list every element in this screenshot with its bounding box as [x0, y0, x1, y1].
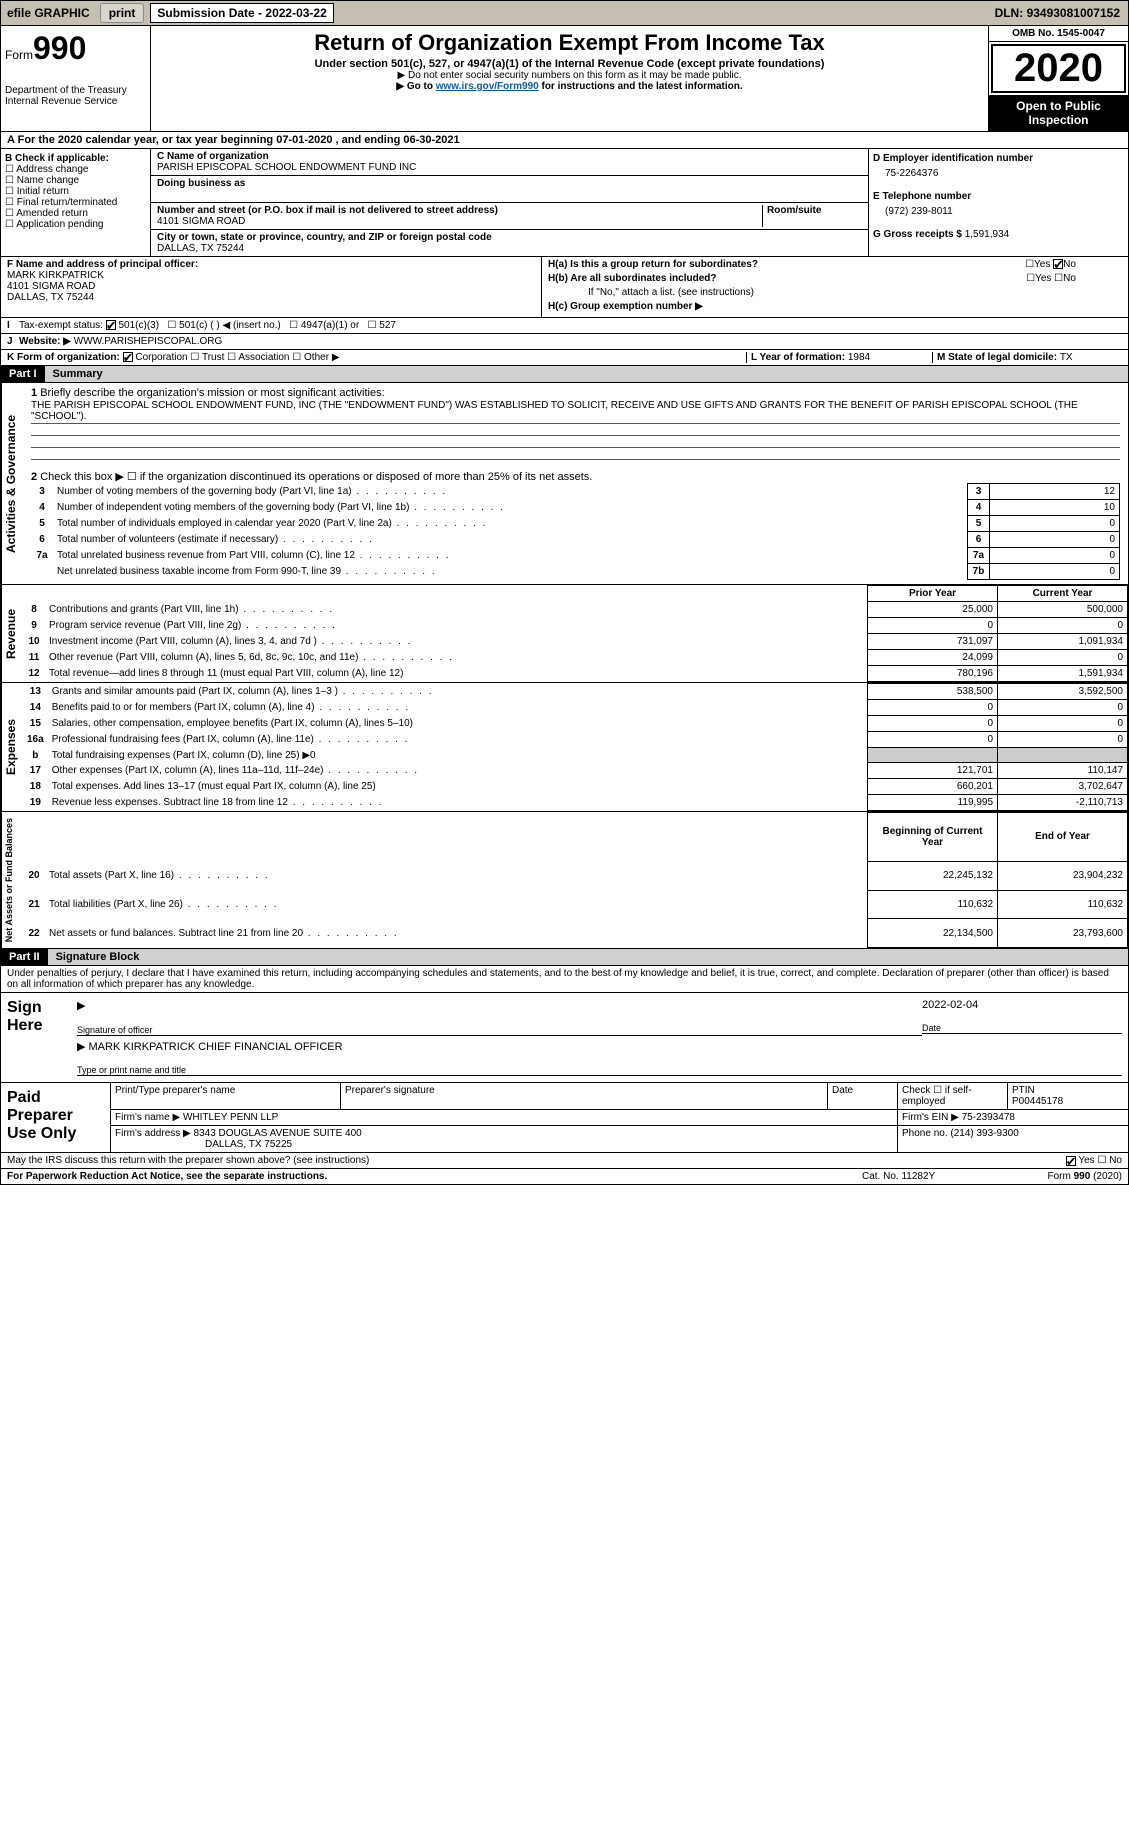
officer-printed: MARK KIRKPATRICK CHIEF FINANCIAL OFFICER — [89, 1041, 343, 1053]
section-fh: F Name and address of principal officer:… — [0, 257, 1129, 318]
section-b: B Check if applicable: ☐ Address change … — [1, 149, 151, 256]
line-18: 18Total expenses. Add lines 13–17 (must … — [23, 779, 1128, 795]
501c3-checkbox[interactable] — [106, 320, 116, 330]
check-final-return[interactable]: ☐ Final return/terminated — [5, 197, 146, 208]
form-header: Form990 Department of the Treasury Inter… — [0, 26, 1129, 132]
department-label: Department of the Treasury Internal Reve… — [5, 67, 146, 107]
telephone: (972) 239-8011 — [873, 202, 1124, 229]
line-15: 15Salaries, other compensation, employee… — [23, 716, 1128, 732]
ptin: P00445178 — [1012, 1096, 1063, 1107]
org-city: DALLAS, TX 75244 — [157, 243, 244, 254]
discuss-yes-checkbox[interactable] — [1066, 1156, 1076, 1166]
check-name-change[interactable]: ☐ Name change — [5, 175, 146, 186]
dln: DLN: 93493081007152 — [987, 2, 1128, 24]
org-name: PARISH EPISCOPAL SCHOOL ENDOWMENT FUND I… — [157, 162, 416, 173]
ssn-warning: ▶ Do not enter social security numbers o… — [159, 70, 980, 81]
line-20: 20Total assets (Part X, line 16)22,245,1… — [23, 861, 1128, 890]
side-expenses: Expenses — [1, 683, 23, 811]
line-4: 4Number of independent voting members of… — [31, 500, 1120, 516]
line-7b: Net unrelated business taxable income fr… — [31, 564, 1120, 580]
section-j: J Website: ▶ WWW.PARISHEPISCOPAL.ORG — [0, 334, 1129, 350]
line-19: 19Revenue less expenses. Subtract line 1… — [23, 795, 1128, 811]
website: WWW.PARISHEPISCOPAL.ORG — [74, 336, 223, 347]
line-11: 11Other revenue (Part VIII, column (A), … — [23, 650, 1128, 666]
line-9: 9Program service revenue (Part VIII, lin… — [23, 618, 1128, 634]
tax-year: 2020 — [991, 44, 1126, 93]
check-address-change[interactable]: ☐ Address change — [5, 164, 146, 175]
line-12: 12Total revenue—add lines 8 through 11 (… — [23, 666, 1128, 682]
top-toolbar: efile GRAPHIC print Submission Date - 20… — [0, 0, 1129, 26]
line-17: 17Other expenses (Part IX, column (A), l… — [23, 763, 1128, 779]
side-net-assets: Net Assets or Fund Balances — [1, 812, 23, 948]
part1-header: Part I — [1, 366, 45, 382]
section-deg: D Employer identification number 75-2264… — [868, 149, 1128, 256]
goto-link[interactable]: www.irs.gov/Form990 — [436, 81, 539, 92]
form-number: Form990 — [5, 30, 146, 67]
line-5: 5Total number of individuals employed in… — [31, 516, 1120, 532]
paid-preparer-block: Paid Preparer Use Only Print/Type prepar… — [0, 1083, 1129, 1153]
firm-address: 8343 DOUGLAS AVENUE SUITE 400 — [194, 1128, 362, 1139]
check-amended[interactable]: ☐ Amended return — [5, 208, 146, 219]
line-16a: 16aProfessional fundraising fees (Part I… — [23, 732, 1128, 748]
org-address: 4101 SIGMA ROAD — [157, 216, 245, 227]
group-return-row: H(a) Is this a group return for subordin… — [548, 259, 1076, 270]
gross-receipts: 1,591,934 — [965, 229, 1010, 240]
submission-date: Submission Date - 2022-03-22 — [150, 3, 333, 23]
form-title: Return of Organization Exempt From Incom… — [159, 30, 980, 56]
line-7a: 7aTotal unrelated business revenue from … — [31, 548, 1120, 564]
section-bcd: B Check if applicable: ☐ Address change … — [0, 149, 1129, 257]
year-formation: 1984 — [848, 352, 870, 363]
sign-here-block: Sign Here ▶ Signature of officer 2022-02… — [0, 993, 1129, 1083]
section-a: A For the 2020 calendar year, or tax yea… — [0, 132, 1129, 149]
section-i: I Tax-exempt status: 501(c)(3) ☐ 501(c) … — [0, 318, 1129, 334]
goto-line: ▶ Go to www.irs.gov/Form990 for instruct… — [159, 81, 980, 92]
line-10: 10Investment income (Part VIII, column (… — [23, 634, 1128, 650]
line-22: 22Net assets or fund balances. Subtract … — [23, 919, 1128, 948]
public-inspection: Open to Public Inspection — [989, 95, 1128, 131]
efile-label: efile GRAPHIC — [1, 2, 96, 24]
part1-title: Summary — [45, 366, 1128, 382]
line-13: 13Grants and similar amounts paid (Part … — [23, 684, 1128, 700]
page-footer: For Paperwork Reduction Act Notice, see … — [0, 1169, 1129, 1185]
ein: 75-2264376 — [873, 164, 1124, 191]
subordinates-row: H(b) Are all subordinates included? ☐Yes… — [548, 273, 1076, 284]
sig-date: 2022-02-04 — [922, 999, 1122, 1011]
part2-title: Signature Block — [48, 949, 1128, 965]
part2-header: Part II — [1, 949, 48, 965]
line-21: 21Total liabilities (Part X, line 26)110… — [23, 890, 1128, 919]
penalty-statement: Under penalties of perjury, I declare th… — [0, 966, 1129, 993]
print-button[interactable]: print — [100, 3, 145, 23]
section-c: C Name of organizationPARISH EPISCOPAL S… — [151, 149, 868, 256]
discuss-row: May the IRS discuss this return with the… — [0, 1153, 1129, 1169]
state-domicile: TX — [1060, 352, 1073, 363]
line-6: 6Total number of volunteers (estimate if… — [31, 532, 1120, 548]
check-pending[interactable]: ☐ Application pending — [5, 219, 146, 230]
section-klm: K Form of organization: Corporation ☐ Tr… — [0, 350, 1129, 366]
omb-number: OMB No. 1545-0047 — [989, 26, 1128, 42]
officer-name: MARK KIRKPATRICK — [7, 270, 104, 281]
line-16b: bTotal fundraising expenses (Part IX, co… — [23, 748, 1128, 763]
side-revenue: Revenue — [1, 585, 23, 682]
line-8: 8Contributions and grants (Part VIII, li… — [23, 602, 1128, 618]
check-initial-return[interactable]: ☐ Initial return — [5, 186, 146, 197]
firm-ein: 75-2393478 — [962, 1112, 1015, 1123]
corp-checkbox[interactable] — [123, 352, 133, 362]
line-3: 3Number of voting members of the governi… — [31, 484, 1120, 500]
line-14: 14Benefits paid to or for members (Part … — [23, 700, 1128, 716]
side-governance: Activities & Governance — [1, 383, 23, 584]
under-section: Under section 501(c), 527, or 4947(a)(1)… — [159, 58, 980, 70]
tax-year-range: A For the 2020 calendar year, or tax yea… — [1, 132, 466, 148]
ha-no-checkbox[interactable] — [1053, 259, 1063, 269]
firm-name: WHITLEY PENN LLP — [183, 1112, 278, 1123]
mission-text: THE PARISH EPISCOPAL SCHOOL ENDOWMENT FU… — [31, 399, 1120, 424]
firm-phone: (214) 393-9300 — [950, 1128, 1018, 1139]
